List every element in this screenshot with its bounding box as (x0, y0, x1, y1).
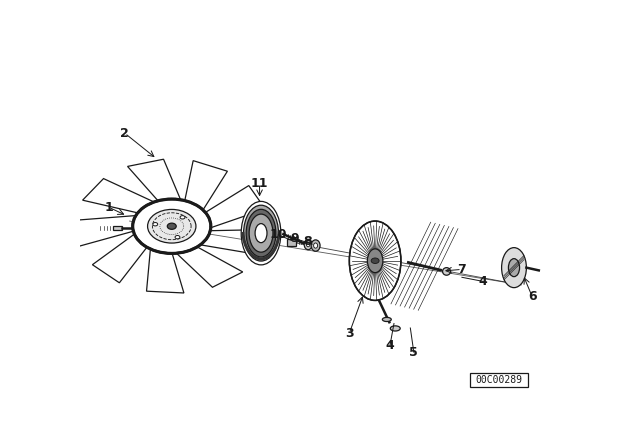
Text: 3: 3 (345, 327, 354, 340)
Ellipse shape (349, 221, 401, 301)
Polygon shape (127, 159, 182, 204)
Text: 2: 2 (120, 127, 129, 140)
Text: 9: 9 (290, 232, 299, 245)
Polygon shape (147, 245, 184, 293)
Text: 7: 7 (458, 263, 467, 276)
Ellipse shape (502, 248, 526, 288)
Circle shape (371, 258, 379, 263)
Text: 1: 1 (104, 201, 113, 214)
Ellipse shape (249, 214, 273, 252)
Text: 00C00289: 00C00289 (476, 375, 523, 385)
Ellipse shape (241, 202, 281, 265)
Text: 4: 4 (386, 339, 394, 352)
Ellipse shape (508, 258, 520, 276)
Ellipse shape (311, 240, 320, 251)
Polygon shape (184, 161, 227, 214)
Polygon shape (92, 231, 150, 283)
FancyBboxPatch shape (470, 373, 528, 388)
Polygon shape (76, 215, 142, 246)
Text: 10: 10 (269, 228, 287, 241)
Circle shape (180, 215, 185, 219)
Circle shape (148, 209, 196, 243)
Ellipse shape (255, 224, 267, 243)
Text: 4: 4 (479, 275, 488, 288)
Text: 5: 5 (410, 346, 418, 359)
Ellipse shape (244, 205, 278, 261)
Ellipse shape (367, 249, 383, 273)
Ellipse shape (314, 243, 317, 248)
Text: 6: 6 (528, 290, 537, 303)
Text: 11: 11 (251, 177, 268, 190)
Ellipse shape (390, 326, 400, 331)
Ellipse shape (246, 209, 276, 257)
Circle shape (175, 236, 180, 239)
Polygon shape (194, 229, 268, 255)
Polygon shape (173, 245, 243, 287)
Ellipse shape (443, 267, 451, 275)
Polygon shape (83, 179, 159, 214)
Ellipse shape (307, 242, 310, 247)
Polygon shape (201, 185, 265, 230)
Circle shape (153, 223, 157, 226)
Ellipse shape (304, 239, 312, 250)
Bar (287, 239, 296, 246)
Bar (113, 225, 122, 230)
Circle shape (132, 199, 211, 254)
Text: 8: 8 (303, 235, 312, 248)
Circle shape (167, 223, 176, 229)
Ellipse shape (382, 317, 391, 322)
